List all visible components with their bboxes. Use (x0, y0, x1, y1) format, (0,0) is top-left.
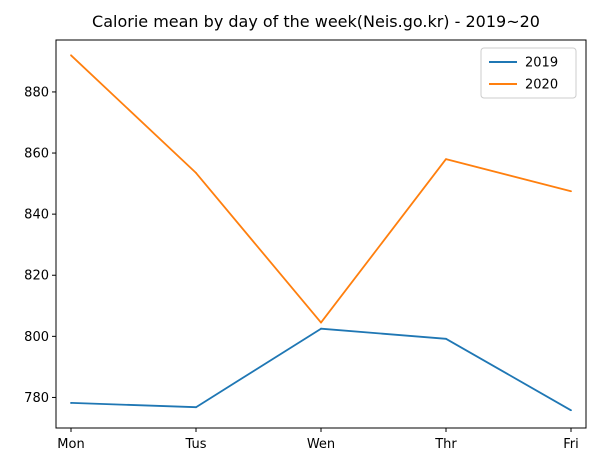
data-point (445, 337, 447, 340)
data-point (195, 171, 197, 174)
y-tick-label: 780 (24, 391, 49, 406)
data-point (70, 402, 72, 404)
x-tick-label: Fri (563, 437, 579, 452)
y-tick-label: 860 (24, 147, 49, 162)
x-tick-label: Tus (185, 437, 207, 452)
y-tick-label: 820 (24, 269, 49, 284)
series-line-2019 (70, 327, 572, 412)
data-point (320, 321, 322, 324)
chart-title: Calorie mean by day of the week(Neis.go.… (92, 12, 540, 31)
legend-box (480, 47, 577, 99)
legend: 2019 2020 (480, 47, 577, 99)
plot-area: 780 800 820 840 860 880 Mon Tus Wen Thr Fri (24, 39, 587, 452)
x-tick-label: Thr (434, 437, 457, 452)
legend-label: 2020 (525, 78, 558, 93)
data-point (445, 158, 447, 161)
y-tick-label: 880 (24, 85, 49, 100)
x-tick-label: Mon (57, 437, 84, 452)
y-tick-label: 800 (24, 330, 49, 345)
data-point (320, 327, 322, 330)
legend-label: 2019 (525, 56, 558, 71)
data-point (70, 54, 72, 57)
y-tick-label: 840 (24, 208, 49, 223)
data-point (570, 409, 572, 412)
x-tick-label: Wen (307, 437, 335, 452)
data-point (570, 190, 572, 193)
data-point (195, 406, 197, 409)
